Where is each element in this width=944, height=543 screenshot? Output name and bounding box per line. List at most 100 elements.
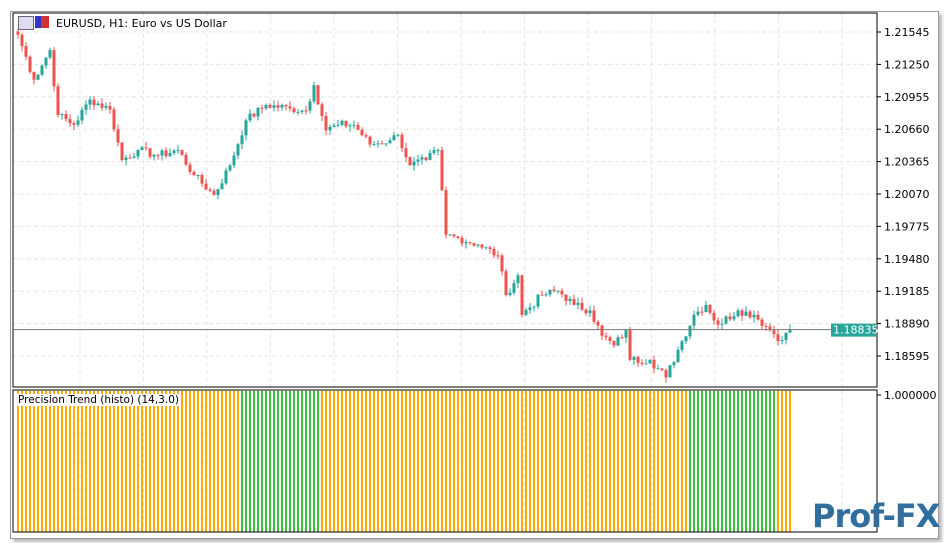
candle-body bbox=[92, 99, 96, 106]
candle-body bbox=[288, 106, 292, 109]
candle-body bbox=[436, 150, 440, 152]
candle-body bbox=[272, 105, 276, 108]
candle-body bbox=[760, 319, 764, 326]
y-tick-label: 1.19775 bbox=[884, 220, 930, 233]
y-tick-label: 1.20955 bbox=[884, 91, 930, 104]
candle-body bbox=[764, 325, 768, 327]
candle-body bbox=[772, 330, 776, 335]
candle-body bbox=[408, 157, 412, 166]
candle-body bbox=[292, 108, 296, 113]
candle-body bbox=[532, 306, 536, 308]
candle-body bbox=[680, 341, 684, 350]
candle-body bbox=[68, 119, 72, 124]
candle-body bbox=[544, 294, 548, 296]
candle-body bbox=[396, 134, 400, 136]
candle-body bbox=[412, 161, 416, 166]
candle-body bbox=[424, 157, 428, 160]
candle-body bbox=[352, 124, 356, 126]
candle-body bbox=[32, 71, 36, 80]
candle-body bbox=[256, 107, 260, 117]
candle-body bbox=[232, 155, 236, 166]
y-tick-label: 1.20660 bbox=[884, 123, 930, 136]
candle-body bbox=[464, 242, 468, 244]
candle-body bbox=[724, 316, 728, 324]
candle-body bbox=[228, 165, 232, 171]
candle-body bbox=[140, 147, 144, 151]
candle-body bbox=[444, 190, 448, 235]
candle-body bbox=[164, 150, 168, 157]
chart-window-icon[interactable] bbox=[18, 16, 34, 30]
candle-body bbox=[644, 363, 648, 365]
candle-body bbox=[252, 113, 256, 117]
candle-body bbox=[588, 310, 592, 314]
candle-body bbox=[104, 105, 108, 108]
candle-body bbox=[652, 359, 656, 369]
candle-body bbox=[684, 336, 688, 342]
candle-body bbox=[460, 237, 464, 244]
y-tick-label: 1.20365 bbox=[884, 156, 930, 169]
candle-body bbox=[184, 154, 188, 165]
candle-body bbox=[404, 148, 408, 158]
candle-body bbox=[324, 116, 328, 131]
candle-body bbox=[776, 334, 780, 342]
candle-body bbox=[244, 120, 248, 136]
candle-body bbox=[236, 144, 240, 156]
candle-body bbox=[180, 150, 184, 155]
candle-body bbox=[248, 113, 252, 121]
candle-body bbox=[192, 171, 196, 176]
candle-body bbox=[304, 110, 308, 112]
candle-body bbox=[440, 150, 444, 191]
candle-body bbox=[88, 99, 92, 105]
candle-body bbox=[176, 150, 180, 152]
candle-body bbox=[196, 175, 200, 177]
candle-body bbox=[516, 275, 520, 284]
candle-body bbox=[100, 103, 104, 108]
candle-body bbox=[124, 157, 128, 160]
indicator-axis-label: 1.000000 bbox=[884, 389, 937, 402]
current-price-tag bbox=[831, 323, 876, 337]
candle-body bbox=[568, 298, 572, 302]
candle-body bbox=[44, 57, 48, 66]
candle-body bbox=[376, 143, 380, 145]
candle-body bbox=[540, 294, 544, 296]
candle-body bbox=[648, 359, 652, 364]
candle-body bbox=[332, 125, 336, 127]
candle-body bbox=[112, 109, 116, 130]
candle-body bbox=[752, 314, 756, 318]
candle-body bbox=[672, 362, 676, 366]
candle-body bbox=[276, 105, 280, 108]
candle-body bbox=[208, 189, 212, 191]
chart-title: EURUSD, H1: Euro vs US Dollar bbox=[56, 17, 227, 30]
candle-body bbox=[136, 150, 140, 157]
y-tick-label: 1.18890 bbox=[884, 318, 930, 331]
candle-body bbox=[336, 124, 340, 126]
candle-body bbox=[728, 316, 732, 320]
candle-body bbox=[628, 330, 632, 360]
candle-body bbox=[116, 129, 120, 143]
candle-body bbox=[16, 31, 20, 35]
candle-body bbox=[328, 126, 332, 131]
candle-body bbox=[496, 255, 500, 257]
candle-body bbox=[492, 249, 496, 256]
candle-body bbox=[620, 337, 624, 339]
candle-body bbox=[220, 183, 224, 190]
candle-body bbox=[736, 310, 740, 317]
candle-body bbox=[268, 105, 272, 108]
prof-fx-logo: Prof-FX bbox=[812, 497, 940, 535]
y-tick-label: 1.19185 bbox=[884, 285, 930, 298]
candle-body bbox=[156, 154, 160, 156]
candle-body bbox=[260, 107, 264, 109]
candle-body bbox=[20, 34, 24, 47]
candle-body bbox=[380, 143, 384, 145]
main-chart-frame bbox=[12, 12, 878, 388]
symbol-icon[interactable] bbox=[35, 16, 49, 28]
candle-body bbox=[584, 309, 588, 314]
candle-body bbox=[76, 120, 80, 125]
indicator-label: Precision Trend (histo) (14,3.0) bbox=[17, 394, 180, 406]
candle-body bbox=[708, 304, 712, 313]
candle-body bbox=[504, 271, 508, 296]
candle-body bbox=[132, 156, 136, 158]
y-tick-label: 1.21545 bbox=[884, 26, 930, 39]
candle-body bbox=[344, 120, 348, 127]
